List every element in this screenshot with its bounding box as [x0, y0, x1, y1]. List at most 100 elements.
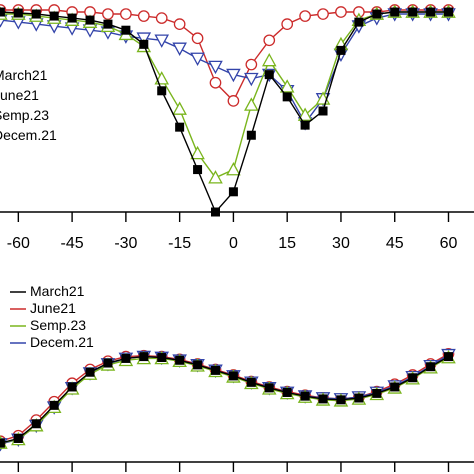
- data-point: [49, 400, 59, 410]
- series-march21: [0, 352, 453, 448]
- data-point: [210, 365, 220, 375]
- data-point: [190, 145, 205, 160]
- data-point: [208, 60, 223, 75]
- data-point: [226, 162, 241, 176]
- data-point: [226, 68, 241, 83]
- data-point: [318, 106, 328, 116]
- x-tick-label: 15: [278, 235, 296, 252]
- data-point: [209, 76, 222, 89]
- data-point: [354, 17, 364, 27]
- data-point: [354, 393, 364, 403]
- data-point: [227, 95, 240, 107]
- plot-area: [0, 347, 456, 452]
- data-point: [264, 70, 274, 80]
- data-point: [408, 373, 418, 383]
- data-point: [49, 11, 59, 21]
- data-point: [336, 395, 346, 405]
- data-point: [246, 377, 256, 387]
- x-tick-label: -30: [114, 235, 137, 252]
- x-tick-label: -60: [7, 235, 30, 252]
- data-point: [426, 362, 436, 372]
- legend-label: Semp.23: [0, 107, 49, 123]
- x-tick-label: 45: [386, 235, 404, 252]
- data-point: [426, 7, 436, 17]
- data-point: [121, 25, 131, 35]
- data-point: [190, 52, 205, 67]
- data-point: [297, 107, 313, 121]
- data-point: [279, 79, 295, 93]
- series-line: [0, 356, 449, 444]
- data-point: [299, 10, 311, 22]
- data-point: [103, 19, 113, 29]
- data-point: [281, 18, 294, 30]
- series-decem-21: [0, 8, 456, 131]
- series-semp-23: [0, 349, 456, 449]
- data-point: [372, 9, 382, 19]
- data-point: [282, 92, 292, 102]
- data-point: [139, 39, 149, 49]
- data-point: [443, 352, 453, 362]
- legend-label: June21: [30, 300, 76, 316]
- data-point: [103, 358, 113, 368]
- data-point: [13, 433, 23, 443]
- data-point: [443, 7, 453, 17]
- x-tick-label: 60: [440, 235, 458, 252]
- data-point: [102, 8, 114, 20]
- series-line: [0, 11, 449, 179]
- data-point: [390, 382, 400, 392]
- legend-label: March21: [0, 67, 48, 83]
- data-point: [336, 45, 346, 55]
- data-point: [372, 388, 382, 398]
- series-june21: [0, 347, 455, 448]
- plot-area: [0, 4, 456, 217]
- data-point: [175, 355, 185, 365]
- data-point: [263, 34, 276, 47]
- data-point: [408, 7, 418, 17]
- data-point: [121, 353, 131, 363]
- legend-label: June21: [0, 87, 39, 103]
- data-point: [335, 6, 347, 18]
- x-tick-label: -45: [61, 235, 84, 252]
- data-point: [67, 13, 77, 23]
- legend-label: March21: [30, 283, 85, 299]
- x-tick-label: 30: [332, 235, 350, 252]
- data-point: [0, 438, 5, 448]
- data-point: [172, 101, 187, 115]
- data-point: [0, 7, 5, 17]
- series-line: [0, 13, 449, 125]
- data-point: [244, 72, 259, 87]
- data-point: [139, 352, 149, 362]
- data-point: [228, 371, 238, 381]
- data-point: [191, 32, 204, 45]
- data-point: [136, 32, 152, 46]
- data-point: [120, 8, 132, 20]
- legend-label: Decem.21: [30, 334, 94, 350]
- legend-label: Semp.23: [30, 317, 86, 333]
- data-point: [317, 8, 329, 20]
- data-point: [300, 391, 310, 401]
- data-point: [244, 97, 259, 111]
- data-point: [300, 120, 310, 130]
- data-point: [67, 382, 77, 392]
- data-point: [13, 8, 23, 18]
- data-point: [193, 360, 203, 370]
- data-point: [154, 34, 170, 48]
- series-decem-21: [0, 348, 456, 452]
- data-point: [157, 86, 167, 96]
- series-line: [0, 11, 449, 214]
- data-point: [246, 130, 256, 140]
- data-point: [85, 367, 95, 377]
- legend: March21 June21 Semp.23 Decem.21: [0, 67, 57, 143]
- data-point: [261, 52, 277, 67]
- data-point: [175, 122, 185, 132]
- data-point: [137, 10, 150, 22]
- legend-label: Decem.21: [0, 127, 57, 143]
- data-point: [31, 9, 41, 19]
- data-point: [208, 170, 223, 184]
- data-point: [172, 42, 187, 56]
- x-tick-label: -15: [168, 235, 191, 252]
- data-point: [173, 18, 186, 30]
- x-tick-label: 0: [229, 235, 238, 252]
